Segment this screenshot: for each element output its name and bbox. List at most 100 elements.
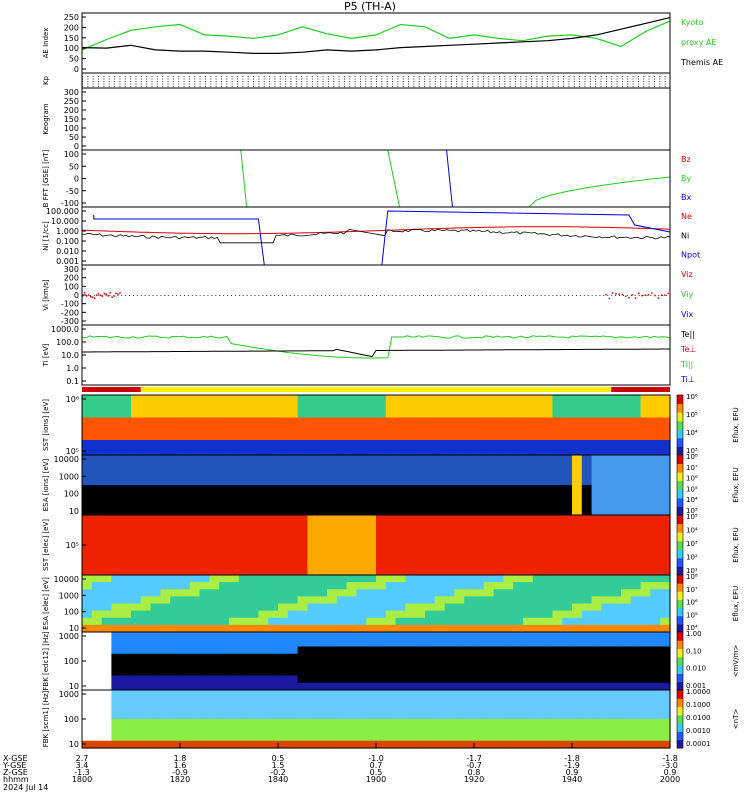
spectrogram-cell bbox=[199, 575, 210, 583]
spectrogram-cell bbox=[170, 726, 181, 735]
spectrogram-cell bbox=[621, 682, 632, 691]
spectrogram-cell bbox=[238, 726, 250, 735]
spectrogram-cell bbox=[317, 425, 328, 434]
spectrogram-cell bbox=[425, 617, 436, 626]
spectrogram-cell bbox=[630, 567, 642, 576]
kp-dot bbox=[418, 81, 420, 82]
spectrogram-cell bbox=[317, 675, 328, 684]
spectrogram-cell bbox=[170, 417, 181, 426]
spectrogram-cell bbox=[542, 515, 553, 524]
spectrogram-cell bbox=[101, 711, 112, 720]
spectrogram-cell bbox=[591, 552, 602, 561]
spectrogram-cell bbox=[307, 417, 318, 426]
spectrogram-cell bbox=[150, 537, 161, 546]
spectrogram-cell bbox=[238, 617, 250, 626]
zero-dot bbox=[583, 295, 585, 296]
spectrogram-cell bbox=[209, 675, 220, 684]
spectrogram-cell bbox=[356, 395, 367, 404]
kp-dot bbox=[226, 76, 228, 77]
spectrogram-cell bbox=[640, 610, 651, 619]
spectrogram-cell bbox=[140, 668, 152, 677]
spectrogram-cell bbox=[503, 682, 514, 691]
spectrogram-cell bbox=[229, 646, 240, 655]
spectrogram-cell bbox=[513, 661, 524, 669]
spectrogram-cell bbox=[532, 567, 544, 576]
kp-dot bbox=[434, 81, 436, 82]
spectrogram-cell bbox=[640, 719, 651, 727]
spectrogram-cell bbox=[474, 646, 485, 655]
spectrogram-cell bbox=[219, 567, 230, 576]
y-tick-label: -50 bbox=[66, 187, 79, 196]
spectrogram-cell bbox=[660, 395, 671, 404]
spectrogram-cell bbox=[562, 567, 573, 576]
spectrogram-cell bbox=[336, 653, 348, 662]
zero-dot bbox=[642, 295, 644, 296]
vi-point bbox=[657, 297, 660, 299]
spectrogram-cell bbox=[121, 639, 132, 648]
spectrogram-cell bbox=[346, 624, 357, 633]
spectrogram-cell bbox=[209, 425, 220, 434]
spectrogram-cell bbox=[621, 668, 632, 677]
zero-dot bbox=[199, 295, 201, 296]
spectrogram-cell bbox=[523, 675, 534, 684]
spectrogram-cell bbox=[317, 492, 328, 501]
spectrogram-cell bbox=[346, 589, 357, 597]
kp-dot bbox=[119, 78, 121, 80]
spectrogram-cell bbox=[258, 632, 269, 640]
spectrogram-cell bbox=[189, 410, 201, 419]
y-tick-label: 250 bbox=[64, 13, 79, 22]
spectrogram-cell bbox=[591, 682, 602, 691]
spectrogram-cell bbox=[248, 432, 259, 441]
spectrogram-cell bbox=[523, 522, 534, 531]
spectrogram-cell bbox=[454, 515, 465, 524]
kp-dot bbox=[140, 81, 142, 82]
spectrogram-cell bbox=[91, 575, 103, 583]
spectrogram-cell bbox=[346, 646, 357, 655]
spectrogram-cell bbox=[199, 417, 210, 426]
spectrogram-cell bbox=[454, 697, 465, 706]
spectrogram-cell bbox=[640, 485, 651, 494]
spectrogram-cell bbox=[366, 596, 377, 605]
kp-dot bbox=[477, 86, 479, 87]
colorbar-tick-label: 10⁶ bbox=[686, 475, 698, 483]
spectrogram-cell bbox=[307, 462, 318, 471]
spectrogram-cell bbox=[287, 624, 299, 633]
spectrogram-cell bbox=[523, 470, 534, 479]
spectrogram-cell bbox=[503, 522, 514, 531]
spectrogram-cell bbox=[366, 690, 377, 698]
vi-point bbox=[107, 295, 109, 297]
spectrogram-cell bbox=[640, 432, 651, 441]
spectrogram-cell bbox=[474, 485, 485, 494]
spectrogram-cell bbox=[552, 560, 563, 569]
spectrogram-cell bbox=[503, 417, 514, 426]
spectrogram-cell bbox=[572, 653, 583, 662]
spectrogram-cell bbox=[444, 425, 455, 434]
spectrogram-cell bbox=[307, 589, 318, 597]
spectrogram-cell bbox=[209, 646, 220, 655]
spectrogram-cell bbox=[258, 507, 269, 516]
spectrogram-cell bbox=[415, 719, 426, 727]
spectrogram-cell bbox=[248, 690, 259, 698]
kp-dot bbox=[108, 81, 110, 82]
spectrogram-cell bbox=[278, 462, 289, 471]
spectrogram-cell bbox=[268, 567, 279, 576]
spectrogram-cell bbox=[376, 582, 387, 590]
spectrogram-cell bbox=[611, 726, 622, 735]
zero-dot bbox=[572, 295, 573, 296]
kp-dot bbox=[237, 76, 239, 77]
spectrogram-cell bbox=[434, 432, 446, 441]
spectrogram-cell bbox=[513, 617, 524, 626]
kp-dot bbox=[253, 86, 255, 87]
spectrogram-cell bbox=[415, 646, 426, 655]
kp-dot bbox=[274, 81, 276, 82]
spectrogram-cell bbox=[444, 690, 455, 698]
spectrogram-cell bbox=[199, 704, 210, 713]
spectrogram-cell bbox=[366, 410, 377, 419]
colorbar-segment bbox=[677, 557, 683, 567]
zero-dot bbox=[176, 295, 178, 296]
spectrogram-cell bbox=[493, 617, 504, 626]
zero-dot bbox=[501, 295, 503, 296]
spectrogram-cell bbox=[91, 733, 103, 742]
spectrogram-cell bbox=[209, 410, 220, 419]
spectrogram-cell bbox=[454, 500, 465, 509]
